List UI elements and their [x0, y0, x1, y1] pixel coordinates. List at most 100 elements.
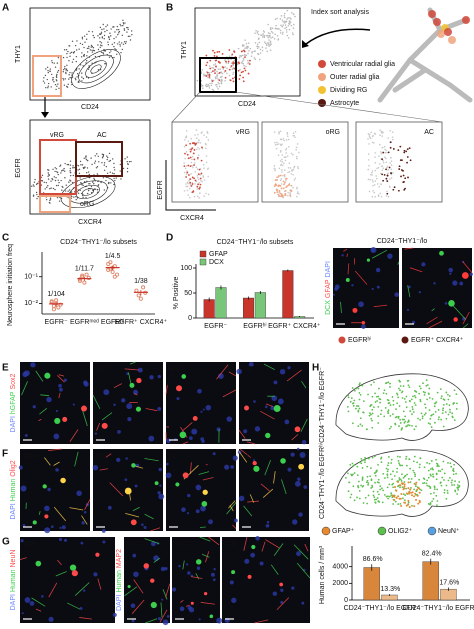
cell-dot — [386, 174, 389, 177]
nucleus — [292, 519, 298, 525]
nucleus — [48, 616, 54, 622]
axis-label: EGFR — [15, 158, 22, 177]
cell-dot — [377, 422, 380, 424]
data-point — [84, 272, 89, 277]
process — [96, 422, 101, 431]
stain-word: Human — [10, 569, 17, 592]
cell-dot — [373, 142, 375, 144]
cell-dot — [357, 486, 360, 489]
cell-dot — [97, 44, 99, 46]
nucleus — [125, 457, 128, 460]
cell-dot — [399, 486, 401, 489]
cell-dot — [433, 402, 436, 405]
cell-dot — [404, 187, 406, 190]
cell-dot — [109, 159, 112, 162]
cell-dot — [408, 491, 411, 494]
cell-dot — [198, 168, 201, 171]
nucleus — [24, 597, 31, 603]
cell-dot — [281, 160, 284, 163]
cell-dot — [392, 403, 395, 406]
cell-dot — [444, 411, 447, 414]
cell-dot — [356, 465, 359, 468]
cell-body — [135, 406, 141, 412]
cell-dot — [296, 186, 298, 189]
cell-dot — [274, 27, 277, 30]
cell-dot — [374, 401, 377, 403]
process — [145, 408, 158, 412]
process — [153, 557, 161, 563]
cell-dot — [102, 154, 105, 157]
cell-dot — [281, 143, 283, 145]
cell-dot — [263, 41, 266, 43]
cell-dot — [191, 183, 194, 185]
cell-dot — [186, 170, 188, 172]
cell-body — [203, 591, 208, 596]
cell-dot — [122, 43, 125, 46]
cell-dot — [63, 170, 66, 172]
cell-dot — [93, 178, 96, 181]
cell-dot — [351, 402, 354, 405]
cell-dot — [85, 196, 87, 199]
cell-dot — [46, 186, 48, 189]
process — [462, 311, 470, 325]
cell-dot — [189, 156, 192, 159]
cell-dot — [403, 149, 406, 152]
stain-word: hGFAP — [10, 391, 17, 414]
bar — [363, 567, 380, 601]
cell-dot — [392, 482, 395, 485]
cell-dot — [427, 476, 430, 479]
nucleus — [181, 507, 186, 513]
nucleus — [157, 374, 161, 379]
cell-dot — [432, 475, 435, 478]
cell-dot — [369, 136, 371, 139]
cell-dot — [117, 28, 120, 31]
cell-dot — [280, 187, 283, 190]
cell-dot — [54, 66, 57, 68]
cell-dot — [62, 56, 65, 59]
cell-dot — [110, 28, 112, 30]
cell-dot — [125, 41, 127, 43]
cell-dot — [448, 404, 451, 407]
cell-dot — [390, 177, 393, 179]
image-title: CD24⁻THY1⁻/lo — [377, 238, 428, 245]
cell-dot — [443, 491, 446, 494]
cell-dot — [99, 46, 101, 48]
nucleus — [160, 566, 166, 572]
x-tick-label: EGFRʰⁱ — [101, 318, 124, 326]
cell-dot — [368, 133, 371, 136]
cell-dot — [67, 50, 69, 53]
bar-label: 82.4% — [422, 551, 442, 558]
cell-dot — [445, 484, 448, 487]
cell-dot — [51, 178, 54, 181]
plot-frame — [355, 121, 443, 203]
cell-dot — [43, 181, 46, 183]
cell-dot — [190, 148, 193, 151]
nucleus — [296, 447, 300, 451]
micrograph — [402, 248, 472, 328]
cell-dot — [87, 171, 90, 173]
cell-dot — [347, 490, 350, 493]
cell-dot — [209, 67, 212, 70]
cell-dot — [63, 167, 65, 170]
cell-dot — [393, 495, 396, 498]
cell-dot — [118, 30, 121, 33]
process — [243, 536, 248, 551]
cell-dot — [66, 64, 68, 66]
cell-body — [251, 544, 256, 550]
cell-dot — [418, 491, 421, 494]
process — [296, 562, 311, 579]
stain-label: DAPIHumanMAP2 — [116, 549, 123, 611]
cell-dot — [297, 165, 299, 168]
cell-dot — [102, 155, 104, 158]
nucleus — [141, 523, 144, 526]
cell-dot — [127, 28, 129, 31]
process — [260, 483, 270, 492]
nucleus — [418, 290, 421, 294]
cell-dot — [274, 169, 276, 172]
cell-body — [361, 321, 366, 325]
cell-dot — [193, 158, 196, 161]
cell-dot — [400, 428, 403, 430]
cell-dot — [430, 426, 433, 428]
cell-dot — [393, 475, 396, 477]
arrow-head — [41, 112, 49, 118]
